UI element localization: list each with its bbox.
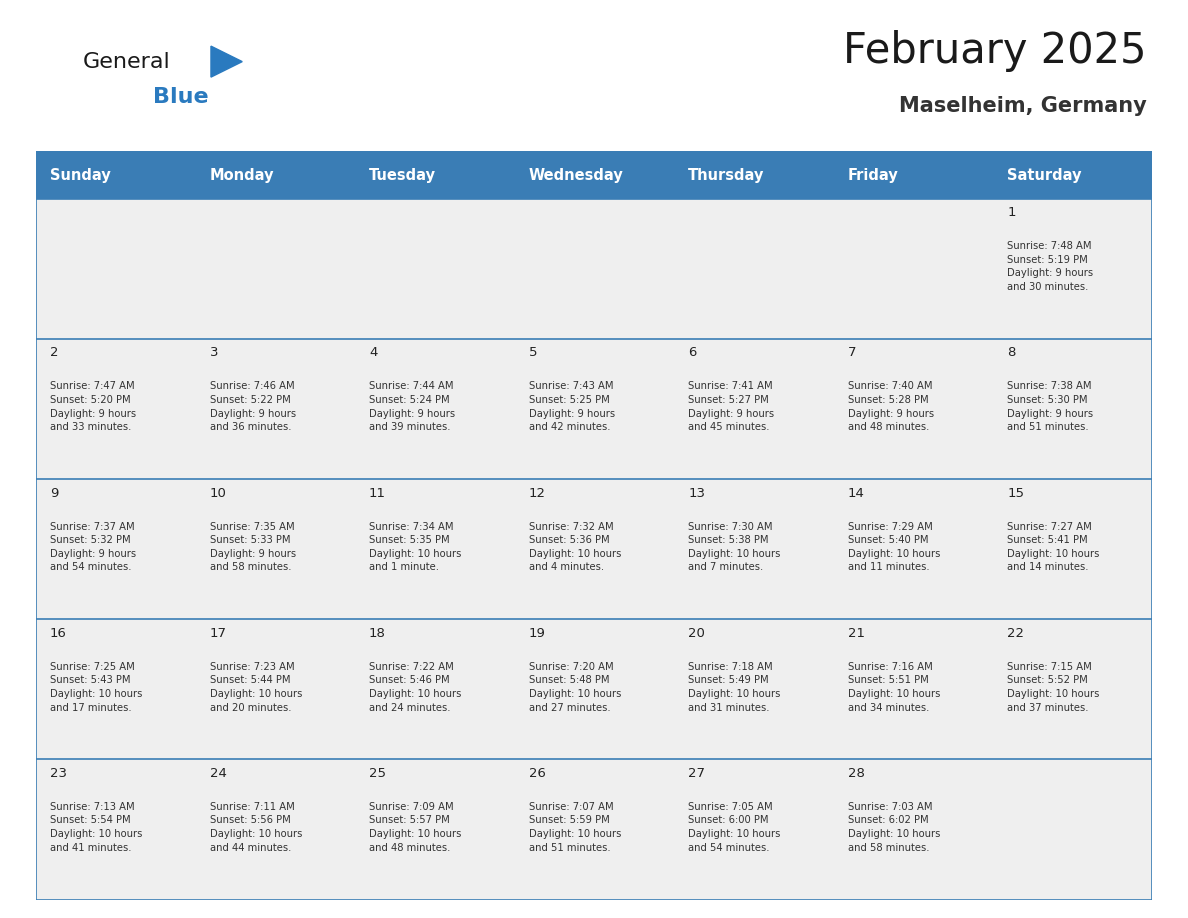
Bar: [36, 479, 1152, 620]
Text: Sunrise: 7:20 AM
Sunset: 5:48 PM
Daylight: 10 hours
and 27 minutes.: Sunrise: 7:20 AM Sunset: 5:48 PM Dayligh…: [529, 662, 621, 712]
Text: 7: 7: [848, 346, 857, 360]
Text: 1: 1: [1007, 207, 1016, 219]
Text: Sunrise: 7:40 AM
Sunset: 5:28 PM
Daylight: 9 hours
and 48 minutes.: Sunrise: 7:40 AM Sunset: 5:28 PM Dayligh…: [848, 381, 934, 432]
Text: Wednesday: Wednesday: [529, 168, 624, 183]
Bar: [36, 151, 1152, 199]
Text: 8: 8: [1007, 346, 1016, 360]
Text: 26: 26: [529, 767, 545, 780]
Text: Sunrise: 7:13 AM
Sunset: 5:54 PM
Daylight: 10 hours
and 41 minutes.: Sunrise: 7:13 AM Sunset: 5:54 PM Dayligh…: [50, 802, 143, 853]
Text: 4: 4: [369, 346, 378, 360]
Text: Blue: Blue: [153, 87, 209, 107]
Text: 14: 14: [848, 487, 865, 499]
Text: Friday: Friday: [848, 168, 898, 183]
Text: 3: 3: [209, 346, 219, 360]
Text: Sunrise: 7:29 AM
Sunset: 5:40 PM
Daylight: 10 hours
and 11 minutes.: Sunrise: 7:29 AM Sunset: 5:40 PM Dayligh…: [848, 521, 940, 572]
Bar: [36, 620, 1152, 759]
Text: Sunrise: 7:03 AM
Sunset: 6:02 PM
Daylight: 10 hours
and 58 minutes.: Sunrise: 7:03 AM Sunset: 6:02 PM Dayligh…: [848, 802, 940, 853]
Text: Sunrise: 7:09 AM
Sunset: 5:57 PM
Daylight: 10 hours
and 48 minutes.: Sunrise: 7:09 AM Sunset: 5:57 PM Dayligh…: [369, 802, 461, 853]
Text: 12: 12: [529, 487, 545, 499]
Text: Sunrise: 7:25 AM
Sunset: 5:43 PM
Daylight: 10 hours
and 17 minutes.: Sunrise: 7:25 AM Sunset: 5:43 PM Dayligh…: [50, 662, 143, 712]
Text: 17: 17: [209, 627, 227, 640]
Text: Sunrise: 7:30 AM
Sunset: 5:38 PM
Daylight: 10 hours
and 7 minutes.: Sunrise: 7:30 AM Sunset: 5:38 PM Dayligh…: [688, 521, 781, 572]
Text: 19: 19: [529, 627, 545, 640]
Text: Saturday: Saturday: [1007, 168, 1082, 183]
Text: Sunrise: 7:15 AM
Sunset: 5:52 PM
Daylight: 10 hours
and 37 minutes.: Sunrise: 7:15 AM Sunset: 5:52 PM Dayligh…: [1007, 662, 1100, 712]
Bar: [36, 759, 1152, 900]
Text: 23: 23: [50, 767, 67, 780]
Text: Tuesday: Tuesday: [369, 168, 436, 183]
Text: Sunrise: 7:37 AM
Sunset: 5:32 PM
Daylight: 9 hours
and 54 minutes.: Sunrise: 7:37 AM Sunset: 5:32 PM Dayligh…: [50, 521, 137, 572]
Text: Sunrise: 7:23 AM
Sunset: 5:44 PM
Daylight: 10 hours
and 20 minutes.: Sunrise: 7:23 AM Sunset: 5:44 PM Dayligh…: [209, 662, 302, 712]
Text: Sunrise: 7:22 AM
Sunset: 5:46 PM
Daylight: 10 hours
and 24 minutes.: Sunrise: 7:22 AM Sunset: 5:46 PM Dayligh…: [369, 662, 461, 712]
Text: Sunrise: 7:11 AM
Sunset: 5:56 PM
Daylight: 10 hours
and 44 minutes.: Sunrise: 7:11 AM Sunset: 5:56 PM Dayligh…: [209, 802, 302, 853]
Text: Sunrise: 7:34 AM
Sunset: 5:35 PM
Daylight: 10 hours
and 1 minute.: Sunrise: 7:34 AM Sunset: 5:35 PM Dayligh…: [369, 521, 461, 572]
Text: 10: 10: [209, 487, 227, 499]
Text: 13: 13: [688, 487, 706, 499]
Text: Thursday: Thursday: [688, 168, 765, 183]
Text: 6: 6: [688, 346, 696, 360]
Text: General: General: [82, 52, 170, 73]
Text: Sunrise: 7:46 AM
Sunset: 5:22 PM
Daylight: 9 hours
and 36 minutes.: Sunrise: 7:46 AM Sunset: 5:22 PM Dayligh…: [209, 381, 296, 432]
Text: 2: 2: [50, 346, 58, 360]
Text: 5: 5: [529, 346, 537, 360]
Text: Sunrise: 7:18 AM
Sunset: 5:49 PM
Daylight: 10 hours
and 31 minutes.: Sunrise: 7:18 AM Sunset: 5:49 PM Dayligh…: [688, 662, 781, 712]
Text: Sunrise: 7:43 AM
Sunset: 5:25 PM
Daylight: 9 hours
and 42 minutes.: Sunrise: 7:43 AM Sunset: 5:25 PM Dayligh…: [529, 381, 614, 432]
Text: Sunrise: 7:44 AM
Sunset: 5:24 PM
Daylight: 9 hours
and 39 minutes.: Sunrise: 7:44 AM Sunset: 5:24 PM Dayligh…: [369, 381, 455, 432]
Text: 25: 25: [369, 767, 386, 780]
Text: Sunday: Sunday: [50, 168, 110, 183]
Text: 11: 11: [369, 487, 386, 499]
Text: 28: 28: [848, 767, 865, 780]
Text: Sunrise: 7:35 AM
Sunset: 5:33 PM
Daylight: 9 hours
and 58 minutes.: Sunrise: 7:35 AM Sunset: 5:33 PM Dayligh…: [209, 521, 296, 572]
Text: Sunrise: 7:48 AM
Sunset: 5:19 PM
Daylight: 9 hours
and 30 minutes.: Sunrise: 7:48 AM Sunset: 5:19 PM Dayligh…: [1007, 241, 1093, 292]
Text: 18: 18: [369, 627, 386, 640]
Text: Sunrise: 7:32 AM
Sunset: 5:36 PM
Daylight: 10 hours
and 4 minutes.: Sunrise: 7:32 AM Sunset: 5:36 PM Dayligh…: [529, 521, 621, 572]
Text: 9: 9: [50, 487, 58, 499]
Text: Sunrise: 7:38 AM
Sunset: 5:30 PM
Daylight: 9 hours
and 51 minutes.: Sunrise: 7:38 AM Sunset: 5:30 PM Dayligh…: [1007, 381, 1093, 432]
Text: 16: 16: [50, 627, 67, 640]
Bar: [36, 339, 1152, 479]
Text: 21: 21: [848, 627, 865, 640]
Text: Sunrise: 7:05 AM
Sunset: 6:00 PM
Daylight: 10 hours
and 54 minutes.: Sunrise: 7:05 AM Sunset: 6:00 PM Dayligh…: [688, 802, 781, 853]
Text: Maselheim, Germany: Maselheim, Germany: [899, 95, 1146, 116]
Text: 15: 15: [1007, 487, 1024, 499]
Text: 24: 24: [209, 767, 227, 780]
Text: Sunrise: 7:16 AM
Sunset: 5:51 PM
Daylight: 10 hours
and 34 minutes.: Sunrise: 7:16 AM Sunset: 5:51 PM Dayligh…: [848, 662, 940, 712]
Text: 20: 20: [688, 627, 704, 640]
Text: 22: 22: [1007, 627, 1024, 640]
Text: Sunrise: 7:41 AM
Sunset: 5:27 PM
Daylight: 9 hours
and 45 minutes.: Sunrise: 7:41 AM Sunset: 5:27 PM Dayligh…: [688, 381, 775, 432]
Text: 27: 27: [688, 767, 706, 780]
Bar: [36, 199, 1152, 339]
Text: February 2025: February 2025: [843, 30, 1146, 72]
Polygon shape: [211, 46, 242, 77]
Text: Sunrise: 7:47 AM
Sunset: 5:20 PM
Daylight: 9 hours
and 33 minutes.: Sunrise: 7:47 AM Sunset: 5:20 PM Dayligh…: [50, 381, 137, 432]
Text: Sunrise: 7:07 AM
Sunset: 5:59 PM
Daylight: 10 hours
and 51 minutes.: Sunrise: 7:07 AM Sunset: 5:59 PM Dayligh…: [529, 802, 621, 853]
Text: Sunrise: 7:27 AM
Sunset: 5:41 PM
Daylight: 10 hours
and 14 minutes.: Sunrise: 7:27 AM Sunset: 5:41 PM Dayligh…: [1007, 521, 1100, 572]
Text: Monday: Monday: [209, 168, 274, 183]
